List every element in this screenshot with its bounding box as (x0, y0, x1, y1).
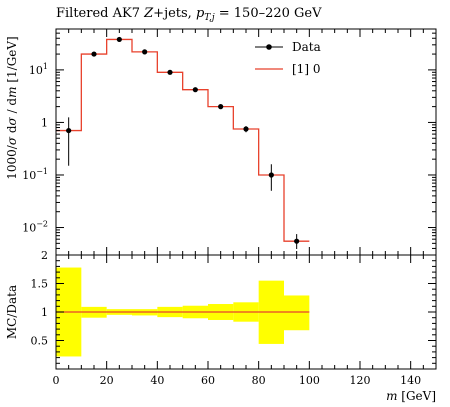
main-plot-frame (55, 28, 437, 256)
legend-data-label: Data (292, 40, 321, 54)
ratio-y-tick-label: 1.5 (31, 278, 49, 291)
data-point (91, 51, 97, 57)
y-tick-label: 10−1 (22, 167, 48, 182)
uncertainty-band-bin (284, 295, 310, 331)
x-tick-label: 100 (299, 374, 320, 387)
data-point (142, 49, 148, 55)
x-tick-label: 20 (100, 374, 114, 387)
x-axis-label: m [GeV] (386, 389, 436, 403)
ratio-plot-frame (55, 254, 437, 370)
data-point (167, 69, 173, 75)
ratio-y-tick-label: 0.5 (31, 335, 49, 348)
main-y-axis-label: 1000/σ dσ / dm [1/GeV] (5, 36, 19, 179)
data-point (268, 172, 274, 178)
legend-mc-label: [1] 0 (292, 62, 320, 76)
data-point (218, 104, 224, 110)
chart-title: Filtered AK7 Z+jets, pT,j = 150–220 GeV (56, 6, 322, 23)
x-tick-label: 0 (53, 374, 60, 387)
data-point (243, 126, 249, 132)
x-tick-label: 140 (400, 374, 421, 387)
x-tick-label: 40 (150, 374, 164, 387)
y-tick-label: 101 (29, 62, 48, 77)
x-tick-label: 120 (350, 374, 371, 387)
ratio-y-tick-label: 2 (41, 249, 48, 262)
ratio-panel: 0.5 1 1.5 2 0 20 40 60 80 100 120 140 (31, 249, 437, 387)
y-tick-label: 10−2 (22, 220, 48, 235)
data-point (192, 87, 198, 93)
data-point (66, 127, 72, 134)
data-point (294, 238, 300, 244)
x-tick-label: 80 (252, 374, 266, 387)
data-point (116, 36, 122, 43)
legend: Data [1] 0 (255, 40, 321, 76)
ratio-y-axis-label: MC/Data (5, 285, 19, 339)
x-tick-label: 60 (201, 374, 215, 387)
y-tick-label: 1 (41, 116, 48, 129)
legend-data-marker (266, 44, 272, 50)
main-panel: 10−2 10−1 1 101 (22, 28, 437, 256)
mc-histogram-line (56, 38, 310, 242)
ratio-y-tick-label: 1 (41, 306, 48, 319)
